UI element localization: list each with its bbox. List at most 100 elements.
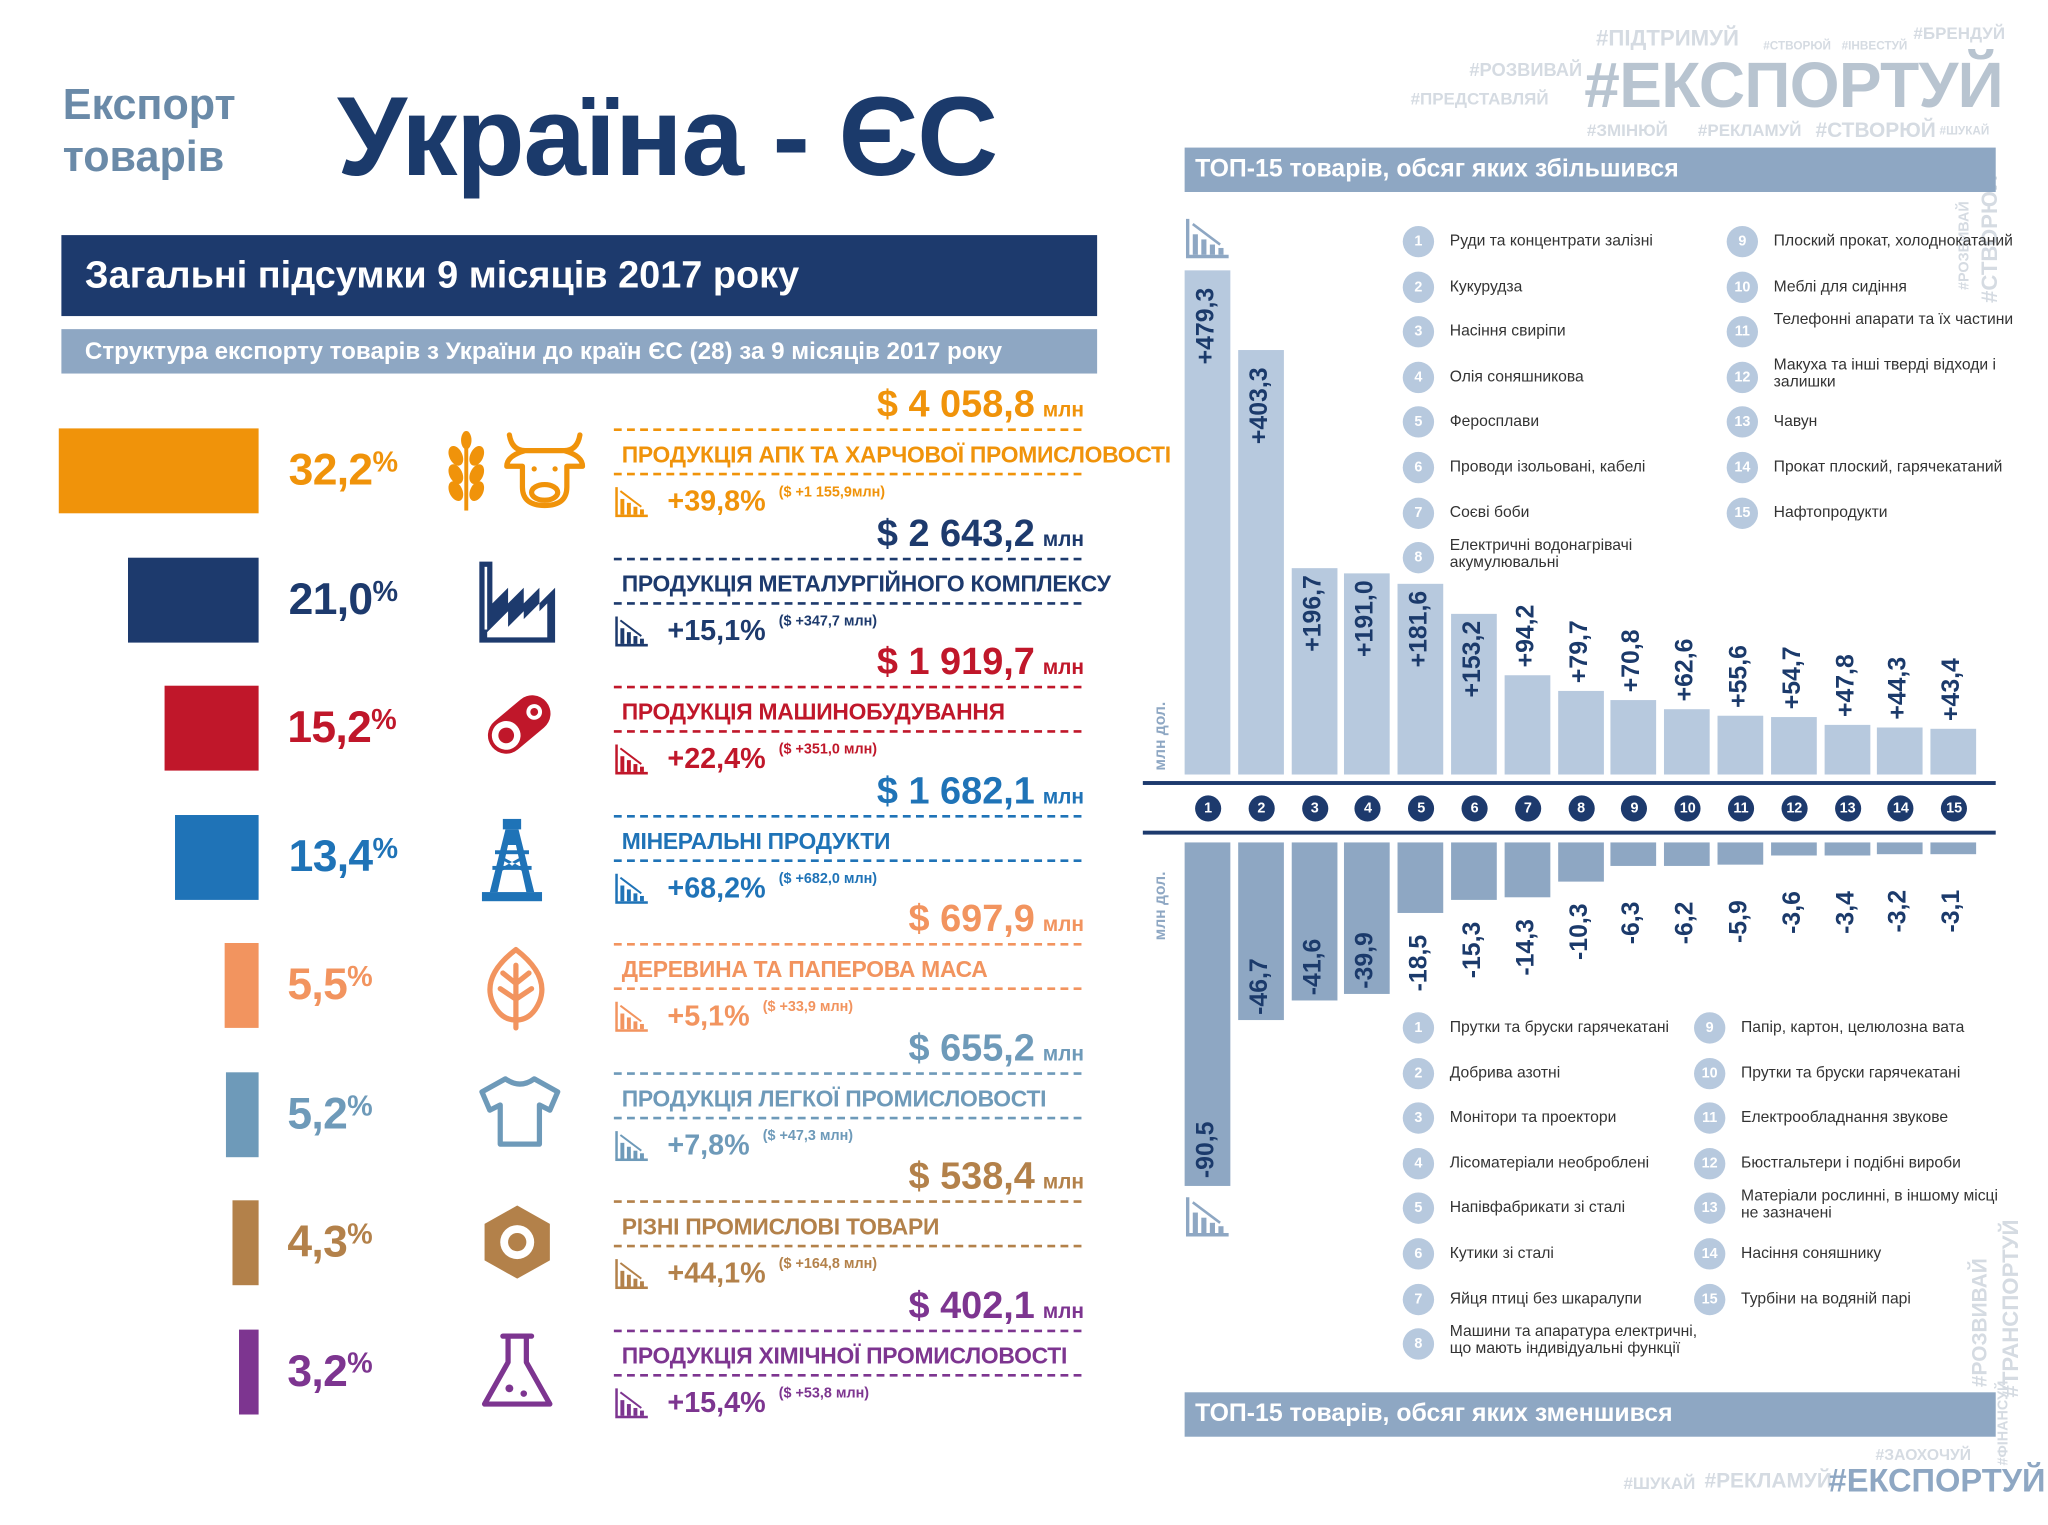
amount-value: $ 538,4 <box>908 1155 1035 1198</box>
category-name: ПРОДУКЦІЯ ЛЕГКОЇ ПРОМИСЛОВОСТІ <box>621 1084 1047 1111</box>
legend-number: 14 <box>1694 1238 1726 1270</box>
growth-chart-icon <box>615 1000 649 1032</box>
category-number: 6 <box>1461 795 1488 822</box>
divider <box>613 428 1082 432</box>
legend-number: 7 <box>1402 497 1435 529</box>
legend-number: 3 <box>1402 316 1435 348</box>
hashtag: #ІНВЕСТУЙ <box>1841 39 1908 53</box>
increase-bar <box>1877 727 1924 775</box>
cow-icon <box>502 430 588 518</box>
legend-number: 1 <box>1402 1012 1435 1044</box>
decrease-bar <box>1610 842 1657 867</box>
category-number: 10 <box>1674 795 1701 822</box>
category-number: 7 <box>1514 795 1541 822</box>
page-title: Україна - ЄС <box>336 74 998 200</box>
legend-number: 12 <box>1726 361 1759 393</box>
amount-unit: млн <box>1042 528 1085 551</box>
legend-label: Яйця птиці без шкаралупи <box>1449 1288 1642 1307</box>
summary-banner: Загальні підсумки 9 місяців 2017 року <box>61 235 1098 317</box>
hashtag: #БРЕНДУЙ <box>1913 23 2006 44</box>
increase-bar <box>1237 350 1284 775</box>
legend-number: 13 <box>1726 406 1759 439</box>
legend-number: 4 <box>1402 1147 1435 1180</box>
increase-bar <box>1397 583 1444 775</box>
legend-label: Матеріали рослинні, в іншому місці не за… <box>1741 1186 1999 1222</box>
nut-icon <box>477 1202 558 1290</box>
divider <box>613 814 1082 817</box>
y-axis-label-decrease: млн дол. <box>1150 871 1169 941</box>
increase-bar <box>1717 716 1764 775</box>
divider <box>613 1116 1082 1119</box>
divider <box>613 557 1082 560</box>
decrease-bar <box>1237 842 1284 1020</box>
decrease-bar-label: -3,2 <box>1885 890 1913 933</box>
share-bar <box>128 557 259 642</box>
share-percent: 5,5% <box>287 959 373 1010</box>
hashtag: #ШУКАЙ <box>1939 124 1990 138</box>
legend-number: 9 <box>1694 1012 1726 1044</box>
divider <box>613 685 1082 689</box>
category-number: 3 <box>1301 795 1328 822</box>
hashtag-main-bottom: #ЕКСПОРТУЙ <box>1828 1462 2046 1500</box>
decrease-bar <box>1877 842 1924 855</box>
hashtag: #СТВОРЮЙ <box>1763 39 1831 53</box>
decrease-bar <box>1717 842 1764 865</box>
amount-value: $ 655,2 <box>908 1027 1035 1070</box>
amount-unit: млн <box>1042 914 1085 937</box>
category-number: 4 <box>1354 795 1382 822</box>
divider <box>613 1373 1082 1376</box>
share-percent: 5,2% <box>287 1088 373 1139</box>
increase-bar-label: +191,0 <box>1352 580 1380 658</box>
decrease-bar-label: -3,4 <box>1831 890 1860 934</box>
legend-label: Насіння свиріпи <box>1449 321 1566 340</box>
legend-label: Папір, картон, целюлозна вата <box>1741 1017 1965 1036</box>
growth-chart-icon <box>615 872 649 904</box>
legend-label: Руди та концентрати залізні <box>1449 231 1653 250</box>
increase-bar-label: +479,3 <box>1192 287 1220 365</box>
amount-unit: млн <box>1042 1171 1085 1194</box>
share-bar <box>175 814 259 900</box>
decrease-bar <box>1184 842 1231 1186</box>
legend-number: 13 <box>1694 1192 1726 1225</box>
hashtag-main: #ЕКСПОРТУЙ <box>1584 50 2004 122</box>
hashtag: #РЕКЛАМУЙ <box>1697 120 1802 140</box>
growth-percent: +44,1% ($ +164,8 млн) <box>667 1256 878 1290</box>
chart-title-decrease: ТОП-15 товарів, обсяг яких зменшився <box>1184 1392 1996 1437</box>
amount-value: $ 697,9 <box>908 898 1035 941</box>
amount-unit: млн <box>1042 785 1085 808</box>
increase-bar-label: +403,3 <box>1245 367 1274 445</box>
export-amount: $ 655,2 млн <box>908 1027 1084 1070</box>
legend-label: Олія соняшникова <box>1449 366 1584 386</box>
decrease-bar-label: -6,2 <box>1672 901 1700 945</box>
growth-chart-icon <box>615 1258 649 1290</box>
increase-bar-label: +181,6 <box>1405 590 1434 668</box>
decrease-bar-label: -41,6 <box>1299 938 1327 996</box>
hashtag: #ПРЕДСТАВЛЯЙ <box>1410 88 1549 109</box>
legend-label: Монітори та проектори <box>1449 1107 1617 1127</box>
share-bar <box>164 685 259 771</box>
growth-chart-icon <box>615 486 649 518</box>
decrease-bar-label: -46,7 <box>1245 957 1274 1015</box>
legend-label: Лісоматеріали необроблені <box>1449 1153 1650 1172</box>
growth-chart-icon <box>615 1129 649 1161</box>
share-bar <box>238 1328 259 1414</box>
legend-number: 10 <box>1694 1057 1726 1089</box>
decrease-bar <box>1557 842 1604 882</box>
axis-line-top <box>1142 781 1996 785</box>
increase-bar-label: +79,7 <box>1565 620 1593 683</box>
growth-percent: +22,4% ($ +351,0 млн) <box>667 741 878 775</box>
legend-number: 7 <box>1402 1283 1435 1315</box>
increase-bar <box>1770 716 1817 775</box>
category-name: ПРОДУКЦІЯ МАШИНОБУДУВАННЯ <box>621 698 1005 725</box>
amount-value: $ 2 643,2 <box>876 512 1035 555</box>
legend-number: 3 <box>1402 1102 1435 1134</box>
legend-number: 6 <box>1402 1238 1435 1270</box>
category-number: 15 <box>1941 795 1968 822</box>
divider <box>613 1200 1082 1203</box>
category-name: ПРОДУКЦІЯ МЕТАЛУРГІЙНОГО КОМПЛЕКСУ <box>621 570 1111 597</box>
export-amount: $ 1 682,1 млн <box>877 770 1084 813</box>
decrease-bar <box>1504 842 1551 897</box>
legend-number: 11 <box>1726 316 1759 348</box>
decrease-bar <box>1770 842 1817 857</box>
hashtag: #ЗМІНЮЙ <box>1586 120 1668 140</box>
